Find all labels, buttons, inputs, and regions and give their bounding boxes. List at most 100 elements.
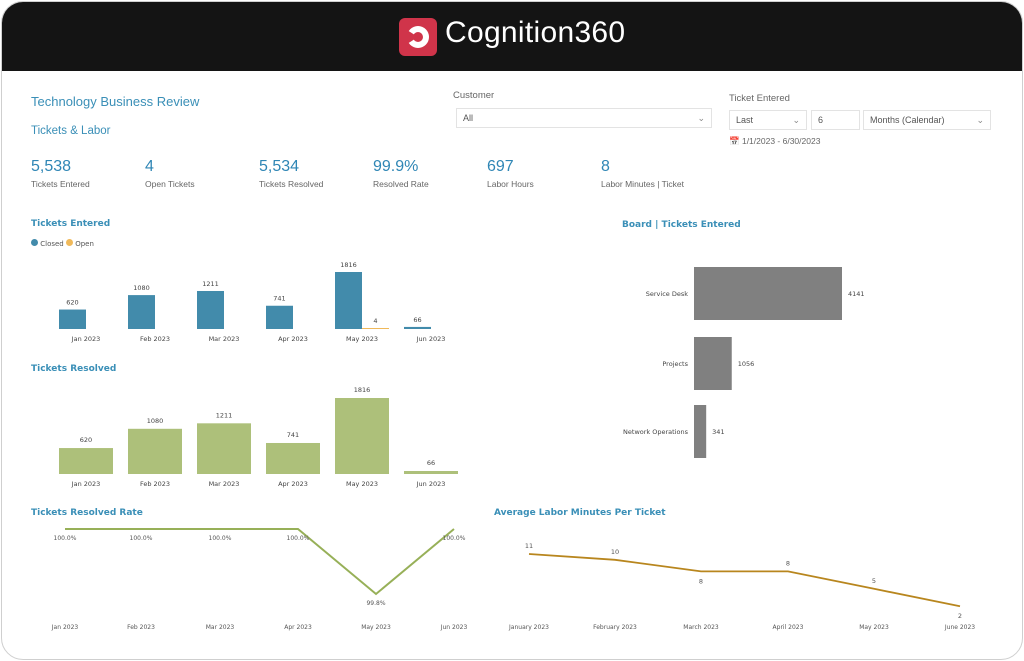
x-tick-label: Jun 2023 xyxy=(416,480,446,488)
avg-labor-title: Average Labor Minutes Per Ticket xyxy=(494,508,666,518)
bar-label: 341 xyxy=(712,428,724,436)
resolved-rate-title: Tickets Resolved Rate xyxy=(31,508,143,518)
x-tick-label: May 2023 xyxy=(361,624,391,631)
bar-label: 66 xyxy=(427,459,435,467)
x-tick-label: Apr 2023 xyxy=(278,480,308,488)
bar-label: 4 xyxy=(373,317,377,325)
x-tick-label: Jun 2023 xyxy=(440,624,468,631)
legend-open-swatch xyxy=(65,239,73,246)
customer-filter-label: Customer xyxy=(453,90,495,101)
header-bar: Cognition360 xyxy=(2,2,1022,71)
point-label: 5 xyxy=(872,577,876,585)
x-tick-label: April 2023 xyxy=(773,624,804,631)
bar-closed xyxy=(197,290,224,329)
point-label: 8 xyxy=(699,577,703,585)
x-tick-label: Feb 2023 xyxy=(127,624,155,631)
kpi-label: Open Tickets xyxy=(145,179,195,189)
legend-closed-swatch xyxy=(31,239,38,246)
x-tick-label: June 2023 xyxy=(944,624,975,631)
kpi-label: Resolved Rate xyxy=(373,179,429,189)
customer-dropdown[interactable]: All ⌄ xyxy=(456,108,712,128)
x-tick-label: Jan 2023 xyxy=(71,480,101,488)
kpi-value: 5,534 xyxy=(259,158,300,175)
y-tick-label: Service Desk xyxy=(646,290,688,298)
kpi-value: 697 xyxy=(487,158,514,175)
bar-label: 620 xyxy=(66,299,78,307)
x-tick-label: February 2023 xyxy=(593,624,637,631)
point-label: 10 xyxy=(611,548,619,556)
bar-resolved xyxy=(335,398,389,474)
period-count-input[interactable]: 6 xyxy=(811,110,860,130)
kpi-value: 99.9% xyxy=(373,158,419,175)
x-tick-label: Feb 2023 xyxy=(140,480,170,488)
x-tick-label: May 2023 xyxy=(859,624,889,631)
tickets-resolved-title: Tickets Resolved xyxy=(31,364,117,374)
date-range-text: 1/1/2023 - 6/30/2023 xyxy=(741,136,821,146)
point-label: 100.0% xyxy=(54,535,77,542)
labor-line xyxy=(528,553,961,608)
tickets-entered-title: Tickets Entered xyxy=(31,219,111,229)
bar-label: 66 xyxy=(413,316,421,324)
brand-name: Cognition360 xyxy=(445,16,626,49)
y-tick-label: Network Operations xyxy=(623,428,689,436)
bar-label: 1816 xyxy=(340,261,357,269)
board-bar xyxy=(694,337,732,390)
x-tick-label: Apr 2023 xyxy=(284,624,312,631)
bar-closed xyxy=(404,326,431,329)
kpi-value: 4 xyxy=(145,158,154,175)
tickets-entered-legend: Closed Open xyxy=(31,239,94,248)
point-label: 100.0% xyxy=(443,535,466,542)
bar-label: 741 xyxy=(287,431,299,439)
date-range: 📅 1/1/2023 - 6/30/2023 xyxy=(729,136,820,147)
bar-resolved xyxy=(266,442,320,474)
kpi-label: Tickets Entered xyxy=(31,179,90,189)
bar-resolved xyxy=(197,423,251,474)
bar-resolved xyxy=(128,428,182,474)
x-tick-label: Jun 2023 xyxy=(416,335,446,343)
rate-line xyxy=(65,528,455,596)
page-title: Technology Business Review xyxy=(31,94,200,109)
bar-label: 1211 xyxy=(216,411,233,419)
kpi-label: Labor Hours xyxy=(487,179,534,189)
bar-label: 1080 xyxy=(133,284,150,292)
point-label: 99.8% xyxy=(366,600,385,607)
point-label: 11 xyxy=(525,542,533,550)
x-tick-label: Mar 2023 xyxy=(209,335,240,343)
x-tick-label: Feb 2023 xyxy=(140,335,170,343)
x-tick-label: Jan 2023 xyxy=(71,335,101,343)
kpi-label: Tickets Resolved xyxy=(259,179,324,189)
point-label: 2 xyxy=(958,612,962,620)
bar-open xyxy=(362,328,389,329)
bar-resolved xyxy=(59,448,113,474)
relative-period-value: Last xyxy=(736,115,754,125)
legend-closed-label: Closed xyxy=(40,240,64,248)
bar-closed xyxy=(335,272,362,329)
board-bar xyxy=(694,267,842,320)
point-label: 100.0% xyxy=(287,535,310,542)
board-bar xyxy=(694,405,707,458)
kpi-value: 5,538 xyxy=(31,158,72,175)
y-tick-label: Projects xyxy=(662,360,688,368)
ticket-entered-filter-label: Ticket Entered xyxy=(729,93,790,104)
bar-closed xyxy=(59,309,86,329)
chevron-down-icon: ⌄ xyxy=(976,115,984,125)
bar-resolved xyxy=(404,471,458,474)
bar-label: 1080 xyxy=(147,417,164,425)
bar-label: 620 xyxy=(80,436,92,444)
bar-closed xyxy=(128,295,155,329)
period-unit-dropdown[interactable]: Months (Calendar) ⌄ xyxy=(863,110,991,130)
x-tick-label: March 2023 xyxy=(683,624,719,631)
x-tick-label: Apr 2023 xyxy=(278,335,308,343)
x-tick-label: May 2023 xyxy=(346,335,378,343)
bar-closed xyxy=(266,305,293,329)
section-title: Tickets & Labor xyxy=(31,125,111,137)
chevron-down-icon: ⌄ xyxy=(697,113,705,123)
kpi-label: Labor Minutes | Ticket xyxy=(601,179,684,189)
bar-label: 4141 xyxy=(848,290,865,298)
relative-period-dropdown[interactable]: Last ⌄ xyxy=(729,110,807,130)
board-tickets-title: Board | Tickets Entered xyxy=(622,220,741,230)
period-unit-value: Months (Calendar) xyxy=(870,115,945,125)
calendar-icon: 📅 xyxy=(729,136,740,146)
